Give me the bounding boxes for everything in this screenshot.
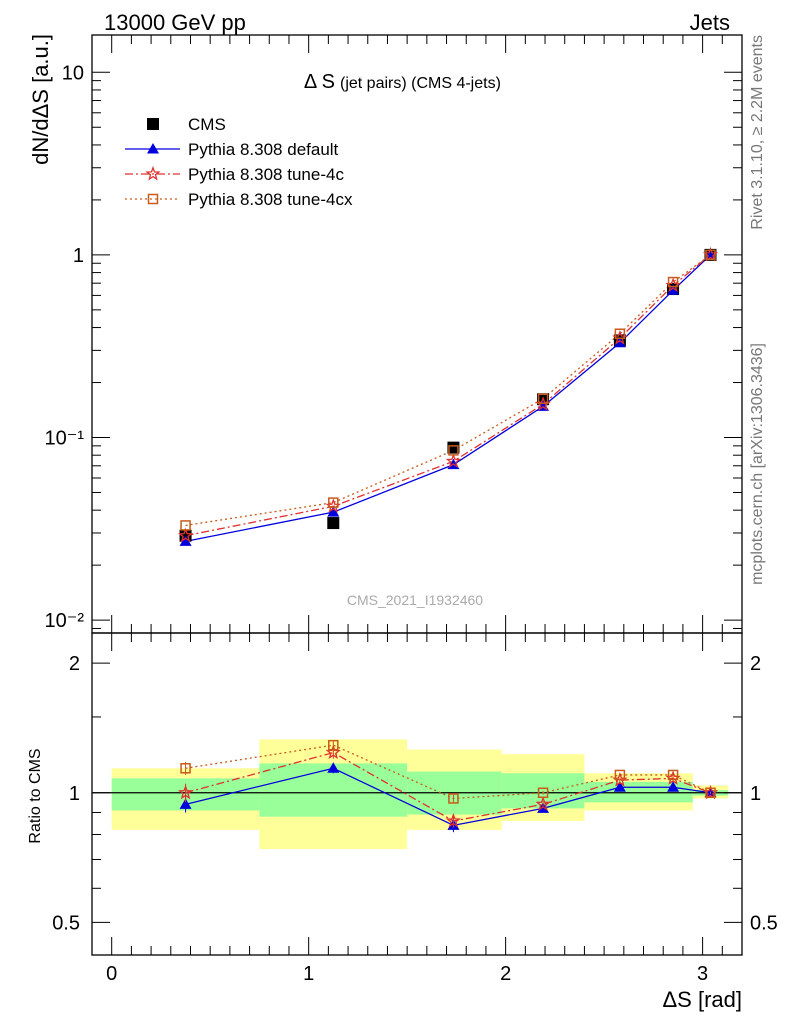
main-point-s1-1 [327,506,340,517]
series-markers [177,246,719,833]
legend-label-2: Pythia 8.308 tune-4c [188,165,344,184]
main-point-s3-5 [667,276,679,288]
ratio-ytick-label-left-0: 2 [69,653,80,675]
legend-label-3: Pythia 8.308 tune-4cx [188,190,353,209]
header-left-label: 13000 GeV pp [104,10,246,35]
ratio-ytick-label-left-1: 1 [69,783,80,805]
ratio-point-s2-2 [448,793,459,804]
ratio-point-s0-4 [613,781,626,792]
main-point-s1-5 [667,284,680,295]
main-point-s0-2 [447,441,460,454]
main-point-s0-1 [327,517,340,530]
legend-label-0: CMS [188,115,226,134]
plot-title-main: Δ S [304,71,335,93]
main-point-s3-1 [328,497,339,508]
ratio-point-s2-6 [705,787,716,799]
ratio-y-axis-label: Ratio to CMS [27,748,44,843]
plot-title-sub: (jet pairs) (CMS 4-jets) [340,75,501,92]
ratio-ytick-label-left-2: 0.5 [52,912,80,934]
main-ytick-label-3: 10⁻² [45,610,85,632]
main-point-s3-4 [614,328,626,339]
x-axis-label: ΔS [rad] [662,987,742,1012]
legend-marker-1 [147,143,159,154]
axis-ticks: 10 1 10⁻¹ 10⁻² 2 2 1 1 0.5 0.5 0 1 2 3 [45,35,778,985]
legend-label-1: Pythia 8.308 default [188,140,339,159]
legend: CMS Pythia 8.308 default Pythia 8.308 tune… [125,115,353,209]
main-point-s2-0 [177,527,194,543]
ratio-point-s1-0 [177,784,194,800]
main-point-s3-2 [448,445,459,456]
main-ytick-label-2: 10⁻¹ [45,427,85,449]
header-right-label: Jets [690,10,730,35]
mcplots-side-label: mcplots.cern.ch [arXiv:1306.3436] [749,343,766,585]
rivet-side-label: Rivet 3.1.10, ≥ 2.2M events [749,35,766,230]
ratio-point-s2-1 [328,739,339,751]
main-point-s3-6 [705,249,716,261]
main-series-line-1 [185,254,711,542]
ratio-point-s1-2 [445,812,462,828]
xtick-label-2: 2 [500,963,511,985]
ratio-point-s0-1 [327,762,340,773]
main-ytick-label-1: 1 [73,245,84,267]
main-point-s1-4 [613,336,626,348]
axes-frames [91,34,743,956]
ratio-uncertainty-bands [111,739,729,850]
main-point-s2-2 [445,453,462,468]
main-ytick-label-0: 10 [62,62,84,84]
xtick-label-3: 3 [697,963,708,985]
ratio-ytick-label-right-0: 2 [750,653,761,675]
main-point-s3-0 [180,520,191,531]
ratio-point-s0-5 [667,781,680,792]
xtick-label-1: 1 [303,963,314,985]
ratio-point-s1-3 [535,796,551,811]
xtick-label-0: 0 [106,963,117,985]
main-point-s1-0 [179,535,192,546]
main-series-line-2 [185,254,711,537]
legend-marker-2 [145,165,161,181]
legend-marker-3 [147,193,159,205]
ratio-point-s2-5 [667,769,679,781]
ratio-point-s2-0 [180,763,191,774]
legend-marker-0 [147,118,159,130]
main-point-s3-3 [537,393,549,405]
watermark-analysis-id: CMS_2021_I1932460 [347,592,483,608]
ratio-point-s1-1 [325,744,341,760]
ratio-point-s0-0 [179,798,192,809]
main-series-line-3 [185,254,711,527]
main-y-axis-label: dN/dΔS [a.u.] [28,34,53,165]
ratio-ytick-label-right-2: 0.5 [750,912,778,934]
ratio-ytick-label-right-1: 1 [750,783,761,805]
ratio-panel-frame [91,632,743,956]
ratio-point-s2-4 [614,769,626,781]
ratio-point-s2-3 [537,787,549,799]
